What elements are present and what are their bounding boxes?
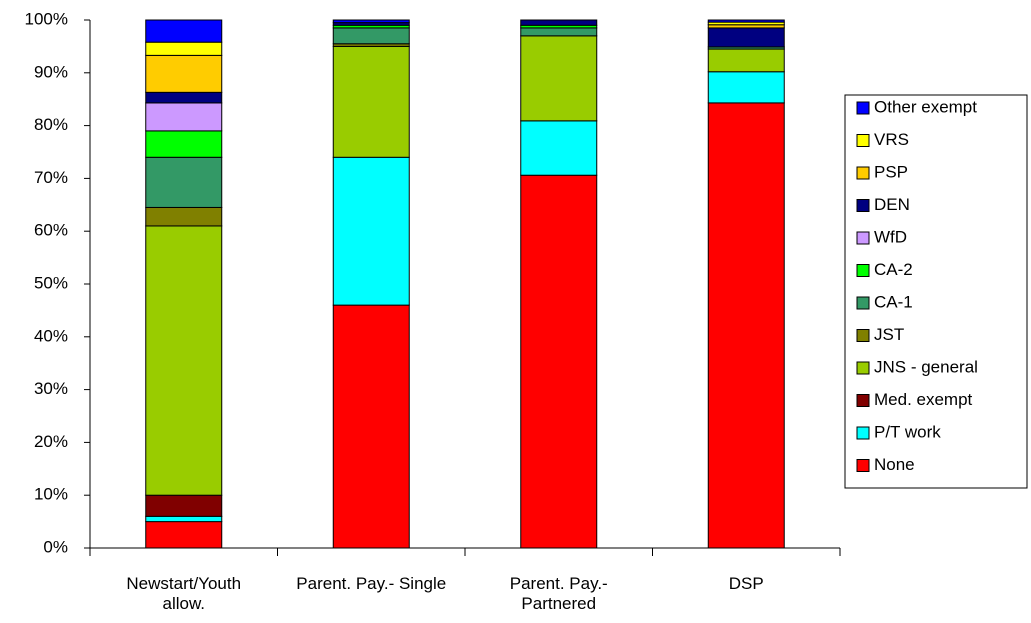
bar-segment bbox=[145, 521, 223, 549]
legend-label: DEN bbox=[874, 195, 910, 214]
bar-segment bbox=[707, 19, 785, 23]
y-tick-label: 20% bbox=[34, 432, 68, 451]
legend-swatch bbox=[856, 101, 870, 115]
bar-segment bbox=[332, 156, 410, 306]
legend-swatch bbox=[856, 166, 870, 180]
bar-segment bbox=[145, 130, 223, 158]
legend-label: Other exempt bbox=[874, 97, 977, 116]
legend-label: PSP bbox=[874, 162, 908, 181]
legend-swatch bbox=[856, 394, 870, 407]
legend-swatch bbox=[856, 231, 870, 245]
y-tick-label: 0% bbox=[43, 537, 68, 556]
legend-box bbox=[844, 94, 1028, 489]
x-tick-label: Parent. Pay.- Partnered bbox=[509, 574, 608, 613]
legend-swatch bbox=[856, 329, 870, 342]
bar-segment bbox=[332, 27, 410, 45]
bar-segment bbox=[145, 41, 223, 56]
bar-segment bbox=[520, 35, 598, 122]
bar-segment bbox=[707, 27, 785, 48]
legend-swatch bbox=[856, 134, 870, 147]
legend-swatch bbox=[856, 459, 870, 472]
bar-segment bbox=[520, 174, 598, 549]
y-tick-label: 40% bbox=[34, 326, 68, 345]
legend-label: VRS bbox=[874, 130, 909, 149]
bar-segment bbox=[145, 91, 223, 104]
bar-segment bbox=[145, 515, 223, 523]
bar-segment bbox=[145, 494, 223, 517]
y-tick-label: 100% bbox=[25, 9, 68, 28]
bar-segment bbox=[332, 304, 410, 549]
bar-segment bbox=[145, 225, 223, 496]
y-tick-label: 70% bbox=[34, 168, 68, 187]
legend-label: CA-2 bbox=[874, 260, 913, 279]
legend-label: None bbox=[874, 455, 915, 474]
legend-swatch bbox=[856, 361, 870, 375]
bar-segment bbox=[145, 54, 223, 93]
x-tick-label: Parent. Pay.- Single bbox=[296, 574, 447, 593]
legend-swatch bbox=[856, 426, 870, 440]
legend-label: WfD bbox=[874, 227, 907, 246]
y-tick-label: 80% bbox=[34, 115, 68, 134]
bar-segment bbox=[145, 19, 223, 43]
legend-label: JNS - general bbox=[874, 357, 978, 376]
legend-swatch bbox=[856, 199, 870, 212]
legend-label: JST bbox=[874, 325, 904, 344]
x-tick-label: Newstart/Youth allow. bbox=[126, 574, 242, 613]
bar-segment bbox=[145, 206, 223, 227]
bar-segment bbox=[332, 45, 410, 158]
legend-label: Med. exempt bbox=[874, 390, 973, 409]
y-tick-label: 60% bbox=[34, 221, 68, 240]
bar-segment bbox=[145, 156, 223, 208]
y-tick-label: 10% bbox=[34, 485, 68, 504]
y-tick-label: 90% bbox=[34, 62, 68, 81]
bar-segment bbox=[332, 19, 410, 24]
legend-label: CA-1 bbox=[874, 292, 913, 311]
y-tick-label: 30% bbox=[34, 379, 68, 398]
bar-segment bbox=[520, 27, 598, 37]
bar-segment bbox=[520, 120, 598, 176]
legend-swatch bbox=[856, 264, 870, 277]
x-tick-label: DSP bbox=[728, 574, 764, 593]
bar-segment bbox=[145, 102, 223, 132]
legend-label: P/T work bbox=[874, 422, 941, 441]
bar-segment bbox=[707, 48, 785, 73]
legend-swatch bbox=[856, 296, 870, 310]
bar-segment bbox=[707, 71, 785, 104]
bar-segment bbox=[520, 19, 598, 26]
y-tick-label: 50% bbox=[34, 273, 68, 292]
bar-segment bbox=[707, 102, 785, 549]
